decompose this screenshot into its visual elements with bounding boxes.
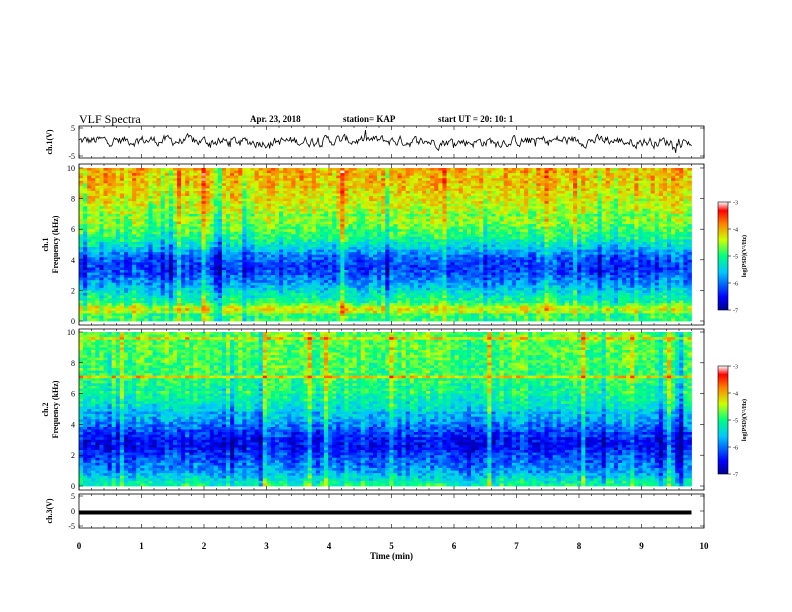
x-tick-label: 3 bbox=[264, 541, 269, 551]
colorbar-tick-label: -6 bbox=[733, 282, 738, 288]
y-tick-label: 6 bbox=[71, 225, 75, 234]
station-label: station= KAP bbox=[343, 114, 396, 124]
x-tick-label: 6 bbox=[452, 541, 457, 551]
x-tick-label: 0 bbox=[77, 541, 82, 551]
x-tick-label: 2 bbox=[202, 541, 207, 551]
date-label: Apr. 23, 2018 bbox=[250, 114, 301, 124]
y-axis-label: ch.3(V) bbox=[45, 498, 54, 523]
y-tick-label: -5 bbox=[68, 152, 75, 161]
y-tick-label: 6 bbox=[71, 390, 75, 399]
colorbar-tick-label: -3 bbox=[733, 201, 738, 207]
y-tick-label: 4 bbox=[71, 420, 75, 429]
colorbar-tick-label: -5 bbox=[733, 419, 738, 425]
colorbar-spectrogram-ch1 bbox=[717, 201, 729, 311]
colorbar-tick-label: -4 bbox=[733, 392, 738, 398]
y-tick-label: 10 bbox=[67, 164, 75, 173]
colorbar-spectrogram-ch2 bbox=[717, 365, 729, 475]
colorbar-tick-label: -7 bbox=[733, 473, 738, 479]
y-axis-label: ch.2 bbox=[41, 403, 50, 417]
colorbar-label: log(PSD)(V²/Hz) bbox=[741, 235, 748, 277]
x-axis-label: Time (min) bbox=[370, 551, 413, 561]
y-tick-label: 8 bbox=[71, 195, 75, 204]
y-tick-label: 2 bbox=[71, 286, 75, 295]
y-axis-label: Frequency (kHz) bbox=[51, 215, 60, 273]
x-tick-label: 4 bbox=[327, 541, 332, 551]
start-time-label: start UT = 20: 10: 1 bbox=[438, 114, 514, 124]
y-tick-label: 0 bbox=[71, 507, 75, 516]
colorbar-tick-label: -3 bbox=[733, 365, 738, 371]
y-tick-label: -5 bbox=[68, 522, 75, 531]
waveform-ch1 bbox=[78, 130, 692, 153]
y-axis-label: ch.1(V) bbox=[45, 129, 54, 154]
y-tick-label: 0 bbox=[71, 317, 75, 326]
x-tick-label: 8 bbox=[577, 541, 582, 551]
y-tick-label: 4 bbox=[71, 256, 75, 265]
y-tick-label: 5 bbox=[71, 492, 75, 501]
colorbar-tick-label: -7 bbox=[733, 309, 738, 315]
chart-title: VLF Spectra bbox=[79, 112, 141, 126]
y-tick-label: 10 bbox=[67, 328, 75, 337]
waveform-trace bbox=[78, 130, 692, 153]
y-tick-label: 0 bbox=[71, 482, 75, 491]
y-tick-label: 8 bbox=[71, 359, 75, 368]
spectrogram-ch1 bbox=[79, 168, 692, 322]
colorbar-tick-label: -5 bbox=[733, 255, 738, 261]
colorbar-label: log(PSD)(V²/Hz) bbox=[741, 399, 748, 441]
spectrogram-ch2 bbox=[79, 332, 692, 487]
y-tick-label: 2 bbox=[71, 451, 75, 460]
y-axis-label: ch.1 bbox=[41, 238, 50, 252]
y-tick-label: 5 bbox=[71, 124, 75, 133]
x-tick-label: 5 bbox=[389, 541, 394, 551]
x-tick-label: 7 bbox=[514, 541, 519, 551]
colorbar-tick-label: -6 bbox=[733, 446, 738, 452]
y-axis-label: Frequency (kHz) bbox=[51, 380, 60, 438]
x-tick-label: 10 bbox=[700, 541, 710, 551]
x-tick-label: 9 bbox=[639, 541, 644, 551]
colorbar-tick-label: -4 bbox=[733, 228, 738, 234]
x-tick-label: 1 bbox=[139, 541, 144, 551]
